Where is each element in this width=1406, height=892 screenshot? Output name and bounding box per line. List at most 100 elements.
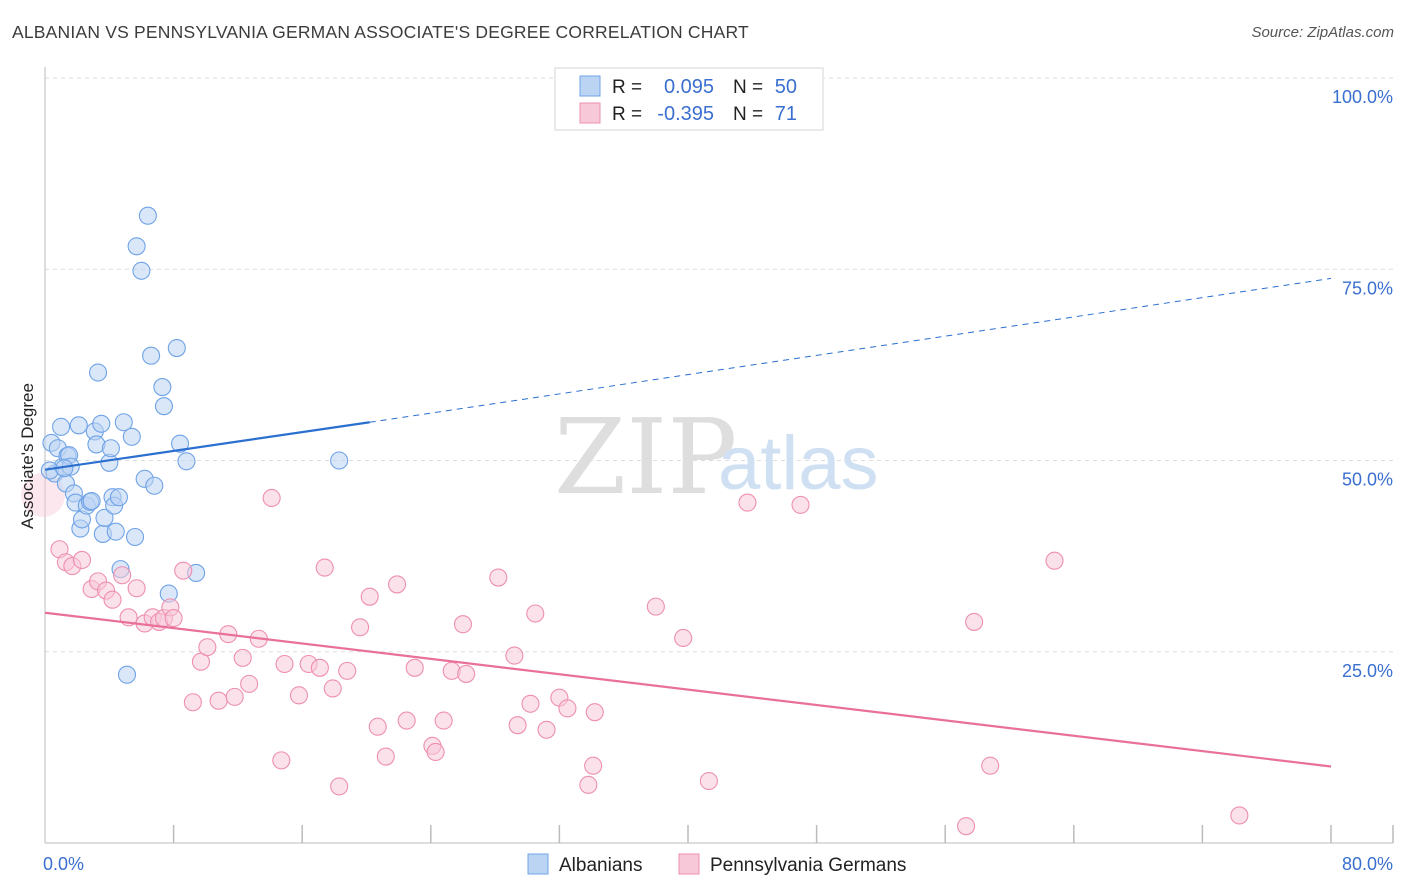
point-pennsylvania-germans bbox=[289, 686, 309, 705]
point-pennsylvania-germans bbox=[489, 568, 508, 587]
stats-swatch-pennsylvania-germans bbox=[579, 102, 601, 124]
point-pennsylvania-germans bbox=[1045, 551, 1064, 570]
point-pennsylvania-germans bbox=[405, 658, 424, 677]
point-pennsylvania-germans bbox=[368, 717, 387, 736]
point-pennsylvania-germans bbox=[240, 674, 259, 693]
point-albanians bbox=[170, 434, 190, 453]
point-pennsylvania-germans bbox=[521, 694, 540, 713]
point-albanians bbox=[69, 416, 88, 435]
point-pennsylvania-germans bbox=[315, 558, 334, 577]
series-legend: Albanians Pennsylvania Germans bbox=[527, 853, 906, 876]
point-pennsylvania-germans bbox=[453, 615, 473, 634]
point-pennsylvania-germans bbox=[558, 699, 577, 718]
point-albanians bbox=[145, 476, 164, 495]
legend-label-pennsylvania-germans: Pennsylvania Germans bbox=[710, 855, 906, 876]
point-pennsylvania-germans bbox=[674, 628, 693, 648]
point-pennsylvania-germans bbox=[262, 488, 281, 508]
point-albanians bbox=[106, 522, 125, 541]
x-tick-label: 0.0% bbox=[43, 854, 84, 874]
point-pennsylvania-germans bbox=[198, 638, 217, 657]
y-axis-label: Associate's Degree bbox=[18, 383, 37, 529]
point-pennsylvania-germans bbox=[233, 648, 252, 667]
point-albanians bbox=[101, 439, 120, 458]
point-pennsylvania-germans bbox=[526, 604, 545, 623]
point-pennsylvania-germans bbox=[579, 775, 598, 794]
point-pennsylvania-germans bbox=[209, 691, 228, 710]
stats-n-value-pennsylvania-germans: 71 bbox=[775, 103, 797, 125]
point-pennsylvania-germans bbox=[957, 817, 976, 836]
stats-r-value-pennsylvania-germans: -0.395 bbox=[657, 103, 714, 125]
point-albanians bbox=[122, 427, 141, 446]
y-tick-label: 50.0% bbox=[1342, 470, 1393, 490]
point-pennsylvania-germans bbox=[426, 742, 445, 762]
point-pennsylvania-germans bbox=[103, 590, 122, 609]
point-pennsylvania-germans bbox=[164, 609, 183, 628]
point-albanians bbox=[88, 363, 108, 382]
x-tick-label: 80.0% bbox=[1342, 854, 1393, 874]
point-pennsylvania-germans bbox=[585, 703, 604, 722]
point-albanians bbox=[52, 417, 71, 436]
point-pennsylvania-germans bbox=[360, 587, 379, 606]
point-albanians bbox=[114, 413, 133, 432]
stats-legend: R = 0.095 N = 50 R = -0.395 N = 71 bbox=[554, 67, 824, 131]
point-pennsylvania-germans bbox=[387, 575, 407, 594]
point-albanians bbox=[177, 452, 196, 471]
y-tick-label: 75.0% bbox=[1342, 278, 1393, 298]
watermark-atlas: atlas bbox=[718, 421, 879, 506]
point-pennsylvania-germans bbox=[505, 646, 524, 665]
legend-swatch-pennsylvania-germans bbox=[678, 853, 700, 875]
point-pennsylvania-germans bbox=[537, 720, 556, 739]
point-pennsylvania-germans bbox=[330, 777, 349, 796]
point-albanians bbox=[95, 508, 114, 527]
point-pennsylvania-germans bbox=[272, 751, 291, 770]
point-albanians bbox=[82, 491, 101, 511]
point-pennsylvania-germans bbox=[699, 771, 718, 791]
data-points bbox=[21, 206, 1249, 836]
stats-r-label-albanians: R = bbox=[612, 77, 642, 98]
point-pennsylvania-germans bbox=[310, 658, 329, 677]
point-pennsylvania-germans bbox=[397, 711, 416, 730]
point-albanians bbox=[153, 378, 172, 397]
stats-n-label-pennsylvania-germans: N = bbox=[733, 104, 763, 125]
point-albanians bbox=[330, 451, 349, 470]
stats-n-label-albanians: N = bbox=[733, 77, 763, 98]
point-pennsylvania-germans bbox=[434, 711, 453, 730]
point-pennsylvania-germans bbox=[791, 495, 810, 514]
point-pennsylvania-germans-cluster bbox=[21, 472, 65, 517]
point-pennsylvania-germans bbox=[738, 493, 757, 512]
trend-line-albanians bbox=[44, 421, 370, 471]
point-pennsylvania-germans bbox=[457, 664, 476, 683]
axes: 100.0% 75.0% 50.0% 25.0% 0.0% 80.0% bbox=[43, 67, 1394, 874]
chart-source: Source: ZipAtlas.com bbox=[1251, 24, 1394, 41]
legend-label-albanians: Albanians bbox=[559, 855, 642, 876]
point-albanians bbox=[117, 665, 137, 684]
point-pennsylvania-germans bbox=[127, 579, 146, 598]
point-pennsylvania-germans bbox=[584, 756, 603, 775]
stats-swatch-albanians bbox=[579, 75, 601, 97]
legend-swatch-albanians bbox=[527, 853, 549, 875]
point-pennsylvania-germans bbox=[965, 612, 984, 631]
point-albanians bbox=[154, 397, 174, 416]
point-pennsylvania-germans bbox=[72, 550, 92, 570]
point-pennsylvania-germans bbox=[275, 654, 294, 674]
point-pennsylvania-germans bbox=[113, 566, 132, 585]
stats-n-value-albanians: 50 bbox=[775, 76, 797, 98]
point-pennsylvania-germans bbox=[338, 661, 357, 680]
point-albanians bbox=[125, 527, 145, 547]
point-pennsylvania-germans bbox=[508, 716, 527, 735]
point-albanians bbox=[92, 414, 111, 433]
chart-title: ALBANIAN VS PENNSYLVANIA GERMAN ASSOCIAT… bbox=[12, 22, 749, 42]
point-albanians bbox=[109, 488, 128, 507]
watermark-zip: ZIP bbox=[554, 396, 737, 518]
point-albanians bbox=[127, 237, 146, 256]
stats-r-label-pennsylvania-germans: R = bbox=[612, 104, 642, 125]
point-albanians bbox=[167, 338, 186, 358]
point-pennsylvania-germans bbox=[1230, 806, 1249, 825]
trend-line-albanians-extension bbox=[369, 277, 1332, 423]
stats-r-value-albanians: 0.095 bbox=[664, 76, 714, 98]
y-tick-label: 25.0% bbox=[1342, 661, 1393, 681]
point-pennsylvania-germans bbox=[981, 756, 1000, 775]
point-pennsylvania-germans bbox=[183, 693, 202, 712]
point-albanians bbox=[138, 206, 157, 225]
